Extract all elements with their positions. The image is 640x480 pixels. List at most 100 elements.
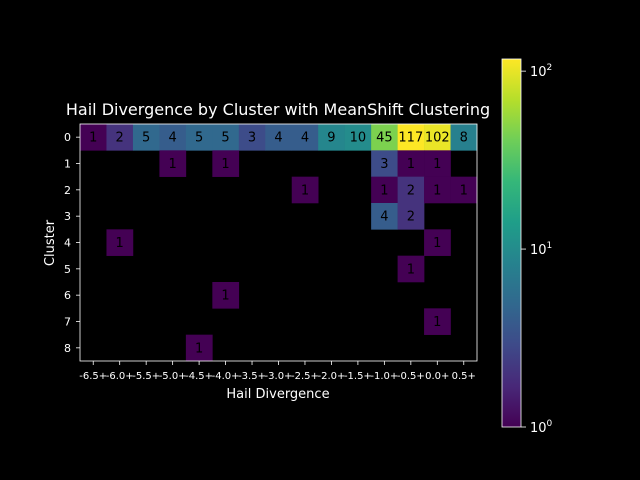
cell-value-label: 2 <box>116 131 124 146</box>
cell-value-label: 9 <box>327 131 335 146</box>
cell-value-label: 102 <box>425 131 450 146</box>
colorbar-tick-label: 101 <box>530 241 552 258</box>
x-tick-label: 0.0+ <box>425 371 449 382</box>
x-tick-label: -5.5+ <box>132 371 160 382</box>
heatmap-cell <box>424 150 451 177</box>
y-tick-label: 8 <box>64 342 71 355</box>
cell-value-label: 1 <box>433 315 441 330</box>
cell-value-label: 2 <box>407 183 415 198</box>
cell-value-label: 1 <box>89 131 97 146</box>
x-tick-label: -2.0+ <box>317 371 345 382</box>
cell-value-label: 1 <box>301 183 309 198</box>
cell-value-label: 4 <box>301 131 309 146</box>
cell-value-label: 4 <box>274 131 282 146</box>
cell-value-label: 3 <box>380 157 388 172</box>
heatmap-cell <box>159 150 187 177</box>
colorbar-tick-label: 100 <box>530 419 553 436</box>
heatmap-cell <box>424 308 451 335</box>
colorbar <box>501 58 522 428</box>
cell-value-label: 1 <box>407 262 415 277</box>
heatmap-cell <box>397 203 425 230</box>
heatmap-cells <box>80 124 478 362</box>
heatmap-cell <box>291 124 319 151</box>
cell-value-label: 1 <box>380 183 388 198</box>
heatmap-cell <box>450 124 478 151</box>
y-tick-label: 2 <box>64 184 71 197</box>
heatmap-cell <box>132 124 160 151</box>
y-tick-label: 5 <box>64 263 71 276</box>
heatmap-cell <box>106 124 134 151</box>
heatmap-cell <box>371 124 398 151</box>
heatmap-cell <box>291 176 319 204</box>
cell-value-label: 1 <box>460 183 468 198</box>
heatmap-cell <box>371 176 398 204</box>
heatmap-cell <box>185 334 213 362</box>
cell-value-label: 1 <box>433 157 441 172</box>
x-tick-label: -6.5+ <box>79 371 107 382</box>
y-tick-label: 1 <box>64 158 71 171</box>
heatmap-cell <box>397 150 425 177</box>
cell-value-label: 5 <box>195 131 203 146</box>
x-tick-label: -3.0+ <box>265 371 293 382</box>
heatmap-cell <box>397 255 425 283</box>
cell-value-label: 1 <box>195 341 203 356</box>
cell-value-label: 4 <box>380 210 388 225</box>
heatmap-cell <box>424 229 451 256</box>
heatmap-cell <box>265 124 293 151</box>
cell-value-label: 2 <box>407 210 415 225</box>
colorbar-tick-label: 102 <box>530 63 552 80</box>
cell-value-label: 10 <box>350 131 367 146</box>
heatmap-cell <box>424 176 451 204</box>
cell-value-label: 1 <box>407 157 415 172</box>
heatmap-cell <box>397 124 425 151</box>
heatmap-cell <box>106 229 134 256</box>
heatmap-cell <box>397 176 425 204</box>
y-tick-label: 3 <box>64 210 71 223</box>
heatmap-cell <box>424 124 451 151</box>
y-axis-label: Cluster <box>43 219 58 266</box>
x-tick-label: -4.0+ <box>212 371 240 382</box>
heatmap-cell <box>371 150 398 177</box>
cell-value-label: 45 <box>376 131 393 146</box>
cell-value-label: 1 <box>168 157 176 172</box>
x-tick-label: -2.5+ <box>291 371 319 382</box>
heatmap-cell <box>450 176 478 204</box>
cell-value-label: 3 <box>248 131 256 146</box>
x-axis-label: Hail Divergence <box>226 387 329 402</box>
x-tick-label: -0.5+ <box>397 371 425 382</box>
x-tick-label: -1.5+ <box>344 371 372 382</box>
colorbar-ticks: 100 101 102 <box>521 63 553 436</box>
x-tick-label: -5.0+ <box>159 371 187 382</box>
cell-value-label: 117 <box>398 131 423 146</box>
heatmap-cell <box>238 124 266 151</box>
y-tick-label: 4 <box>64 237 71 250</box>
cell-value-label: 5 <box>221 131 229 146</box>
heatmap-cell <box>185 124 213 151</box>
cell-value-label: 1 <box>116 236 124 251</box>
cell-value-label: 1 <box>221 289 229 304</box>
heatmap-cell <box>212 282 240 309</box>
y-axis-ticks: 0 1 2 3 4 5 6 7 8 <box>64 131 80 355</box>
x-tick-label: -3.5+ <box>238 371 266 382</box>
x-tick-label: -4.5+ <box>185 371 213 382</box>
cell-value-label: 1 <box>433 183 441 198</box>
cell-value-label: 8 <box>460 131 468 146</box>
heatmap-cell <box>212 150 240 177</box>
heatmap-cell <box>212 124 240 151</box>
x-tick-label: -6.0+ <box>106 371 134 382</box>
heatmap-cell <box>344 124 372 151</box>
heatmap-cell <box>318 124 345 151</box>
x-tick-label: 0.5+ <box>452 371 476 382</box>
cell-value-label: 4 <box>168 131 176 146</box>
heatmap-cell <box>159 124 187 151</box>
y-tick-label: 0 <box>64 131 71 144</box>
heatmap-cell <box>371 203 398 230</box>
x-axis-ticks: -6.5+-6.0+-5.5+-5.0+-4.5+-4.0+-3.5+-3.0+… <box>79 361 476 382</box>
heatmap-cell <box>80 124 107 151</box>
x-tick-label: -1.0+ <box>370 371 398 382</box>
cell-value-label: 5 <box>142 131 150 146</box>
cell-value-label: 1 <box>221 157 229 172</box>
y-tick-label: 7 <box>64 316 71 329</box>
